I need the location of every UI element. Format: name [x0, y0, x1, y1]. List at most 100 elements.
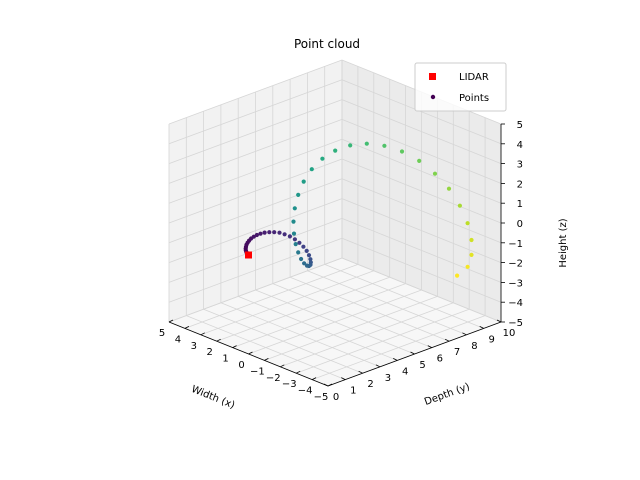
z-tick-label: −1: [508, 239, 523, 250]
scatter-point: [297, 240, 302, 245]
scatter-point: [333, 148, 338, 153]
scatter-point: [320, 156, 325, 161]
legend-lidar-symbol: [429, 73, 436, 80]
y-tick-label: 9: [489, 334, 495, 345]
grid-floor-y: [220, 302, 381, 368]
x-tick-label: −5: [314, 392, 329, 403]
scatter-point: [254, 232, 259, 238]
z-tick-label: 0: [517, 219, 523, 230]
z-tick-label: 3: [517, 160, 523, 171]
grid-pane-y-z: [341, 79, 502, 145]
scatter-point: [296, 192, 301, 197]
x-tick-mark: [264, 358, 269, 361]
grid-floor-y: [307, 270, 467, 336]
x-tick-mark: [168, 319, 174, 323]
scatter-point: [287, 234, 292, 239]
grid-pane-y-z: [341, 99, 502, 164]
scatter-point: [309, 167, 314, 172]
lidar-point: [245, 251, 252, 259]
z-tick-label: −2: [508, 259, 523, 270]
x-axis-label: Width (x): [190, 384, 237, 411]
x-tick-label: −1: [250, 366, 265, 377]
y-tick-mark: [410, 351, 415, 355]
scatter-point: [446, 186, 452, 191]
y-tick-label: 6: [437, 354, 443, 365]
grid-floor-y: [289, 276, 450, 342]
y-tick-label: 2: [367, 379, 373, 390]
x-tick-mark: [232, 345, 237, 348]
scatter-point: [267, 230, 272, 235]
scatter-point: [299, 256, 304, 262]
grid-pane-x-z: [168, 138, 343, 204]
legend-points-symbol: [430, 94, 436, 100]
grid-pane-y-z: [341, 257, 502, 323]
scatter-point: [465, 264, 470, 269]
x-tick-label: −4: [298, 386, 313, 397]
scatter-point: [304, 263, 310, 268]
x-tick-label: 0: [238, 360, 244, 371]
y-tick-mark: [393, 358, 398, 361]
z-tick-label: −5: [508, 318, 523, 329]
scatter-point: [292, 237, 297, 242]
grid-floor-y: [272, 283, 432, 348]
scatter-point: [293, 242, 298, 247]
x-tick-label: −3: [282, 379, 297, 390]
scatter-point: [364, 141, 369, 146]
grid-pane-x-z: [168, 218, 343, 283]
y-tick-label: 8: [471, 341, 477, 352]
y-tick-mark: [375, 364, 381, 368]
grid-pane-y-z: [341, 198, 502, 263]
scatter-point: [291, 231, 297, 236]
x-tick-mark: [216, 338, 221, 342]
y-tick-label: 7: [454, 347, 460, 358]
grid-pane-y-z: [341, 119, 502, 184]
scatter-point: [251, 234, 256, 239]
grid-pane-x-z: [168, 99, 343, 164]
z-tick-label: 1: [517, 199, 523, 210]
y-tick-mark: [496, 319, 502, 323]
lidar-marker: [245, 251, 252, 259]
legend: LIDAR Points: [414, 62, 507, 112]
x-tick-mark: [311, 377, 317, 380]
grid-floor-y: [238, 296, 398, 361]
grid-pane-x-z: [168, 237, 343, 303]
grid-floor-y: [324, 264, 484, 329]
x-tick-mark: [184, 326, 190, 329]
grid-floor-y: [186, 315, 346, 380]
x-tick-label: 1: [222, 354, 228, 365]
y-tick-label: 5: [419, 360, 425, 371]
scatter-point: [348, 143, 353, 148]
z-tick-label: 5: [517, 120, 523, 131]
legend-points-label: Points: [459, 93, 489, 104]
scatter-point: [291, 219, 296, 224]
scatter-point: [417, 158, 422, 163]
x-tick-mark: [248, 351, 253, 355]
z-axis-label: Height (z): [558, 218, 569, 267]
y-tick-mark: [444, 338, 450, 342]
y-tick-label: 4: [402, 366, 408, 377]
scatter-point: [465, 221, 470, 226]
y-tick-label: 1: [350, 386, 356, 397]
x-tick-label: −2: [266, 373, 281, 384]
y-tick-mark: [358, 370, 363, 374]
scatter-point: [469, 237, 474, 243]
y-tick-mark: [323, 383, 329, 387]
y-tick-label: 0: [333, 392, 339, 403]
scatter-points: [243, 141, 474, 278]
grid-pane-x-z: [168, 59, 343, 125]
scatter-point: [469, 252, 474, 257]
y-tick-mark: [341, 377, 346, 380]
x-tick-mark: [327, 383, 333, 387]
scatter-point: [302, 261, 307, 266]
scatter-point: [301, 179, 306, 184]
grid-pane-x-z: [168, 178, 343, 244]
scatter-point: [432, 171, 438, 176]
grid-pane-x-z: [168, 119, 343, 184]
y-tick-mark: [479, 326, 484, 329]
scatter-point: [382, 143, 387, 148]
y-tick-mark: [462, 332, 467, 336]
z-tick-label: −4: [508, 298, 523, 309]
x-tick-label: 2: [207, 347, 213, 358]
x-tick-label: 5: [159, 328, 165, 339]
